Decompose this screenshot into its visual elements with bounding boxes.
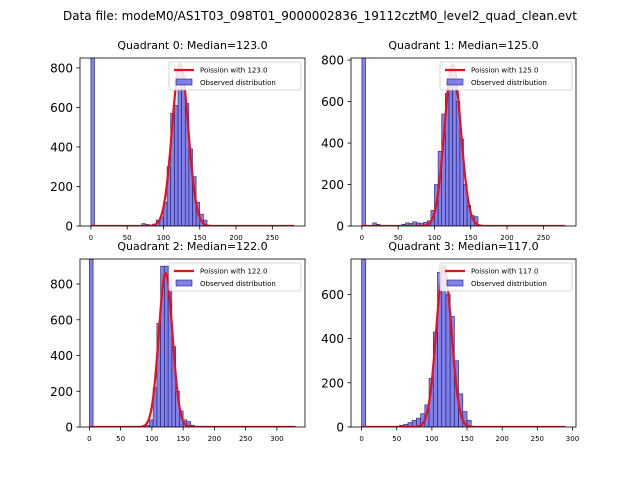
histogram-bar	[361, 259, 367, 427]
x-tick-label: 0	[87, 435, 91, 443]
legend-fit-label: Poission with 117.0	[471, 268, 539, 276]
x-tick-label: 250	[531, 435, 544, 443]
legend-fit-label: Poission with 122.0	[200, 268, 268, 276]
quadrant-title: Quadrant 1: Median=125.0	[388, 39, 538, 52]
legend-box	[439, 61, 573, 91]
x-tick-label: 0	[360, 234, 364, 242]
plot-area	[361, 58, 566, 226]
x-tick-label: 100	[425, 435, 438, 443]
y-tick-label: 200	[50, 385, 73, 399]
legend-box	[439, 262, 573, 292]
y-tick-label: 600	[50, 101, 73, 115]
legend: Poission with 125.0 Observed distribution	[439, 61, 573, 91]
y-tick-label: 400	[321, 332, 344, 346]
histogram-bar	[90, 58, 95, 226]
histogram-bar	[452, 74, 457, 226]
y-tick-label: 0	[336, 421, 344, 435]
y-tick-label: 200	[321, 178, 344, 192]
x-tick-label: 250	[239, 435, 252, 443]
histogram-bar	[177, 67, 182, 226]
x-tick-label: 250	[537, 234, 550, 242]
legend-hist-label: Observed distribution	[471, 79, 547, 87]
poisson-fit-line	[361, 265, 566, 427]
x-tick-label: 250	[266, 234, 279, 242]
poisson-fit-line	[361, 63, 566, 226]
y-tick-label: 600	[321, 95, 344, 109]
quadrant-title: Quadrant 2: Median=122.0	[117, 240, 267, 253]
legend: Poission with 123.0 Observed distribution	[168, 61, 302, 91]
legend-hist-swatch	[446, 78, 464, 86]
legend-hist-label: Observed distribution	[471, 280, 547, 288]
poisson-fit-line	[89, 271, 296, 427]
legend-hist-label: Observed distribution	[200, 280, 276, 288]
y-tick-label: 200	[321, 376, 344, 390]
x-tick-label: 200	[495, 435, 508, 443]
quadrant-title: Quadrant 0: Median=123.0	[117, 39, 267, 52]
x-tick-label: 100	[157, 234, 170, 242]
quadrant-3-chart: Quadrant 3: Median=117.0 0 50 100 150 200 250 3…	[321, 240, 579, 443]
axes-frame	[350, 57, 577, 227]
y-tick-label: 400	[321, 137, 344, 151]
x-tick-label: 300	[566, 435, 579, 443]
x-tick-label: 300	[270, 435, 283, 443]
figure-suptitle: Data file: modeM0/AS1T03_098T01_90000028…	[63, 9, 577, 23]
y-tick-label: 400	[50, 140, 73, 154]
legend: Poission with 122.0 Observed distribution	[168, 262, 302, 292]
axes-frame	[79, 258, 306, 428]
x-tick-label: 150	[460, 435, 473, 443]
quadrant-title: Quadrant 3: Median=117.0	[388, 240, 538, 253]
y-tick-label: 800	[50, 278, 73, 292]
legend-hist-swatch	[175, 279, 193, 287]
y-tick-label: 600	[321, 288, 344, 302]
legend-hist-swatch	[175, 78, 193, 86]
quadrant-1-chart: Quadrant 1: Median=125.0 0 50 100 150 200 250 0…	[321, 39, 577, 242]
histogram-bar	[164, 265, 169, 427]
x-tick-label: 150	[464, 234, 477, 242]
legend-hist-label: Observed distribution	[200, 79, 276, 87]
x-tick-label: 50	[394, 234, 403, 242]
y-tick-label: 0	[65, 220, 73, 234]
x-tick-label: 100	[145, 435, 158, 443]
histogram-bar	[174, 105, 179, 226]
x-tick-label: 150	[193, 234, 206, 242]
quadrant-2-chart: Quadrant 2: Median=122.0 0 50 100 150 200 250 3…	[50, 240, 306, 443]
histogram-bar	[186, 421, 191, 427]
x-tick-label: 200	[229, 234, 242, 242]
x-tick-label: 200	[208, 435, 221, 443]
legend-fit-label: Poission with 123.0	[200, 67, 268, 75]
axes-frame	[79, 57, 306, 227]
plot-area	[361, 259, 566, 427]
x-tick-label: 0	[89, 234, 93, 242]
x-tick-label: 50	[116, 435, 125, 443]
x-tick-label: 150	[176, 435, 189, 443]
y-tick-label: 800	[321, 54, 344, 68]
x-tick-label: 50	[123, 234, 132, 242]
y-tick-label: 200	[50, 180, 73, 194]
quadrant-0-chart: Quadrant 0: Median=123.0 0 50 100 150 200 250 0…	[50, 39, 306, 242]
legend-box	[168, 61, 302, 91]
histogram-bar	[361, 58, 366, 226]
histogram-bar	[89, 259, 94, 427]
legend-fit-label: Poission with 125.0	[471, 67, 539, 75]
y-tick-label: 0	[65, 421, 73, 435]
x-tick-label: 200	[500, 234, 513, 242]
axes-frame	[350, 258, 577, 428]
y-tick-label: 600	[50, 313, 73, 327]
legend-hist-swatch	[446, 279, 464, 287]
x-tick-label: 100	[428, 234, 441, 242]
legend-box	[168, 262, 302, 292]
y-tick-label: 0	[336, 220, 344, 234]
poisson-fit-line	[90, 62, 295, 226]
y-tick-label: 800	[50, 61, 73, 75]
x-tick-label: 50	[392, 435, 401, 443]
histogram-bar	[149, 419, 154, 427]
x-tick-label: 0	[359, 435, 363, 443]
y-tick-label: 400	[50, 349, 73, 363]
legend: Poission with 117.0 Observed distribution	[439, 262, 573, 292]
